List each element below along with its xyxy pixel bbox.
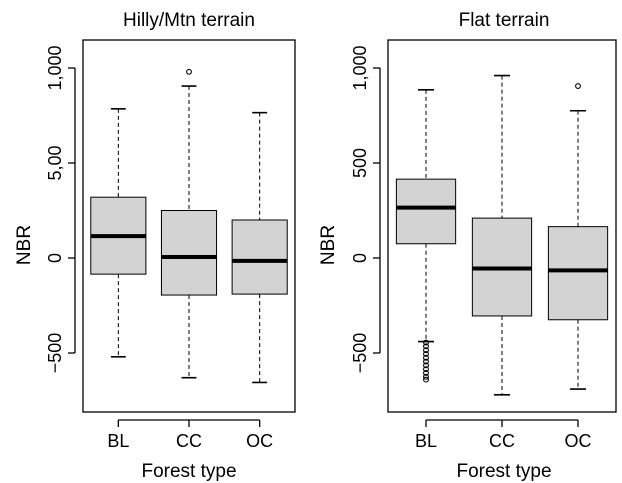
outlier-point <box>423 347 429 354</box>
outlier-point <box>423 373 429 380</box>
x-tick-label: OC <box>565 431 592 451</box>
outlier-point <box>423 354 429 361</box>
x-tick-label: BL <box>415 431 437 451</box>
x-tick-label: CC <box>489 431 515 451</box>
y-axis-label: NBR <box>318 225 339 265</box>
outlier-point <box>423 343 429 350</box>
outlier-point <box>575 83 581 90</box>
y-tick-label: 5,00 <box>45 145 65 180</box>
y-tick-label: −500 <box>350 333 370 374</box>
outlier-point <box>423 376 429 383</box>
iqr-box <box>231 219 288 295</box>
panel-hilly-terrain: Hilly/Mtn terrain −500 0 5,00 1,000 NBR BL CC OC… <box>14 10 296 482</box>
y-tick-label: 0 <box>45 253 65 263</box>
chart-title: Hilly/Mtn terrain <box>123 10 255 31</box>
y-tick-label: 0 <box>350 253 370 263</box>
y-tick-label: 500 <box>350 148 370 178</box>
x-tick-label: CC <box>176 431 202 451</box>
outlier-point <box>423 362 429 369</box>
plot-frame <box>387 39 617 413</box>
outlier-point <box>186 68 192 75</box>
panel-flat-terrain: Flat terrain −500 0 500 1,000 NBR BL CC OC Forest… <box>318 10 617 482</box>
x-tick-label: OC <box>246 431 273 451</box>
outlier-point <box>423 339 429 346</box>
y-tick-label: 1,000 <box>350 45 370 90</box>
iqr-box <box>160 210 218 296</box>
outlier-point <box>423 366 429 373</box>
box-oc <box>547 83 609 390</box>
outlier-point <box>423 351 429 357</box>
outlier-point <box>423 358 429 365</box>
iqr-box <box>547 226 609 321</box>
x-tick-label: BL <box>107 431 129 451</box>
box-bl <box>90 108 147 358</box>
plot-frame <box>82 39 296 413</box>
x-axis-label: Forest type <box>456 461 551 482</box>
box-cc <box>471 74 533 396</box>
chart-title: Flat terrain <box>459 10 550 31</box>
box-cc <box>160 68 218 379</box>
y-tick-label: −500 <box>45 333 65 374</box>
y-axis-label: NBR <box>14 225 35 265</box>
box-oc <box>231 111 288 384</box>
iqr-box <box>395 178 457 245</box>
x-axis-label: Forest type <box>141 461 236 482</box>
box-bl <box>395 89 457 383</box>
outlier-point <box>423 370 429 376</box>
y-tick-label: 1,000 <box>45 45 65 90</box>
